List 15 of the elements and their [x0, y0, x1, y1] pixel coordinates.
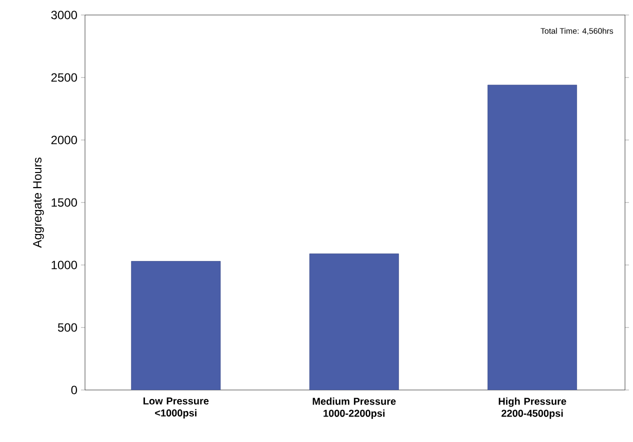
y-tick-label: 1000: [52, 260, 78, 270]
y-tick-label: 2000: [51, 136, 78, 144]
y-tick-label: 500: [58, 323, 78, 332]
y-tick-label: 0: [71, 386, 78, 394]
y-tick-label: 3000: [51, 10, 78, 20]
x-tick-label: High Pressure 2200-4500psi: [498, 398, 566, 419]
y-tick-label: 2500: [51, 73, 78, 82]
x-tick-label: Low Pressure <1000psi: [144, 398, 209, 418]
y-tick-label: 1500: [52, 198, 78, 207]
annotation: Total Time: 4,560hrs: [540, 28, 614, 35]
x-tick-label: Medium Pressure 1000-2200psi: [312, 398, 396, 419]
y-axis-title: Aggregate Hours: [33, 158, 44, 248]
bar: [131, 261, 221, 390]
bar: [488, 84, 578, 390]
bar: [309, 254, 399, 390]
